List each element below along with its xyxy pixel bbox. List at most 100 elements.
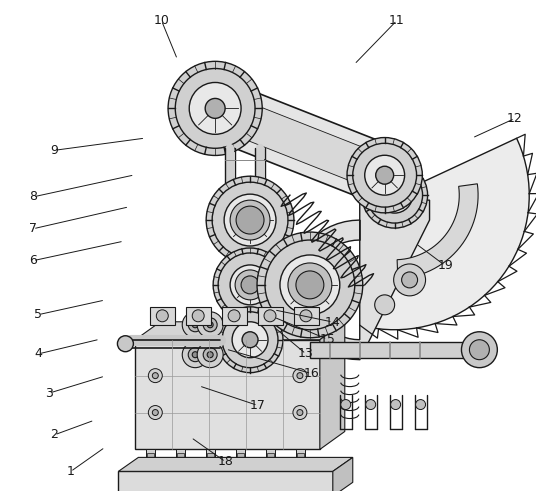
- Circle shape: [367, 167, 423, 223]
- Circle shape: [224, 194, 276, 246]
- Circle shape: [469, 340, 489, 360]
- Circle shape: [353, 143, 417, 207]
- Text: 16: 16: [303, 367, 319, 380]
- Text: 1: 1: [67, 465, 74, 478]
- Circle shape: [192, 322, 198, 328]
- Bar: [135, 340, 320, 449]
- Text: 17: 17: [250, 399, 266, 412]
- Circle shape: [168, 62, 262, 155]
- Text: 9: 9: [50, 144, 58, 157]
- Circle shape: [182, 312, 208, 338]
- Bar: [267, 454, 274, 467]
- Circle shape: [293, 369, 307, 383]
- Bar: [147, 449, 155, 471]
- Text: 11: 11: [389, 14, 405, 27]
- Bar: [147, 454, 154, 467]
- Text: 13: 13: [298, 347, 314, 361]
- Circle shape: [203, 318, 217, 332]
- Polygon shape: [333, 458, 353, 492]
- Text: 10: 10: [154, 14, 169, 27]
- Polygon shape: [119, 458, 353, 471]
- Circle shape: [153, 372, 158, 379]
- Bar: [207, 454, 214, 467]
- Text: 3: 3: [45, 387, 53, 400]
- Circle shape: [362, 162, 427, 228]
- Circle shape: [347, 138, 422, 213]
- Circle shape: [297, 409, 303, 416]
- Circle shape: [212, 182, 288, 258]
- Text: 6: 6: [29, 254, 37, 267]
- Polygon shape: [397, 184, 478, 278]
- Circle shape: [118, 336, 133, 352]
- Bar: [176, 449, 185, 471]
- Circle shape: [241, 276, 259, 294]
- Circle shape: [230, 265, 270, 305]
- Circle shape: [416, 400, 425, 409]
- Bar: [119, 471, 333, 492]
- Circle shape: [188, 348, 202, 362]
- Circle shape: [239, 209, 261, 231]
- Text: 5: 5: [34, 308, 42, 321]
- Bar: [310, 342, 480, 358]
- Circle shape: [156, 310, 168, 322]
- Circle shape: [264, 310, 276, 322]
- Circle shape: [257, 232, 362, 338]
- Circle shape: [297, 272, 323, 298]
- Bar: [296, 449, 305, 471]
- Circle shape: [341, 400, 351, 409]
- Circle shape: [288, 263, 332, 307]
- Circle shape: [205, 98, 225, 119]
- Circle shape: [203, 348, 217, 362]
- Circle shape: [218, 253, 282, 317]
- Circle shape: [148, 369, 162, 383]
- Circle shape: [182, 342, 208, 368]
- Circle shape: [213, 248, 287, 322]
- Text: 12: 12: [507, 112, 523, 125]
- Bar: [150, 307, 175, 325]
- Circle shape: [217, 307, 283, 372]
- Circle shape: [232, 322, 268, 358]
- Circle shape: [189, 83, 241, 134]
- Circle shape: [365, 155, 404, 195]
- Circle shape: [207, 322, 213, 328]
- Circle shape: [192, 310, 204, 322]
- Circle shape: [235, 270, 265, 300]
- Circle shape: [280, 255, 340, 315]
- Circle shape: [376, 177, 412, 213]
- Text: 2: 2: [50, 429, 58, 441]
- Circle shape: [242, 332, 258, 348]
- Circle shape: [390, 400, 401, 409]
- Circle shape: [366, 400, 376, 409]
- Circle shape: [236, 206, 264, 234]
- Bar: [297, 454, 304, 467]
- Polygon shape: [204, 81, 396, 203]
- Text: 18: 18: [217, 456, 234, 468]
- Circle shape: [402, 272, 418, 288]
- Bar: [266, 449, 275, 471]
- Circle shape: [375, 295, 395, 315]
- Bar: [237, 454, 244, 467]
- Circle shape: [197, 342, 223, 368]
- Text: 4: 4: [34, 347, 42, 361]
- Text: 15: 15: [320, 333, 335, 346]
- Circle shape: [461, 332, 497, 368]
- Polygon shape: [360, 138, 529, 330]
- Polygon shape: [320, 322, 345, 449]
- Circle shape: [230, 200, 270, 240]
- Bar: [222, 307, 247, 325]
- Text: 8: 8: [29, 190, 37, 203]
- Bar: [236, 449, 245, 471]
- Bar: [258, 307, 283, 325]
- Text: 19: 19: [437, 259, 453, 272]
- Circle shape: [222, 312, 278, 368]
- Bar: [177, 454, 184, 467]
- Polygon shape: [135, 322, 345, 340]
- Circle shape: [387, 187, 403, 203]
- Circle shape: [394, 264, 425, 296]
- Polygon shape: [290, 200, 430, 360]
- Bar: [206, 449, 215, 471]
- Circle shape: [228, 310, 240, 322]
- Circle shape: [241, 276, 259, 294]
- Circle shape: [300, 310, 312, 322]
- Circle shape: [376, 166, 394, 184]
